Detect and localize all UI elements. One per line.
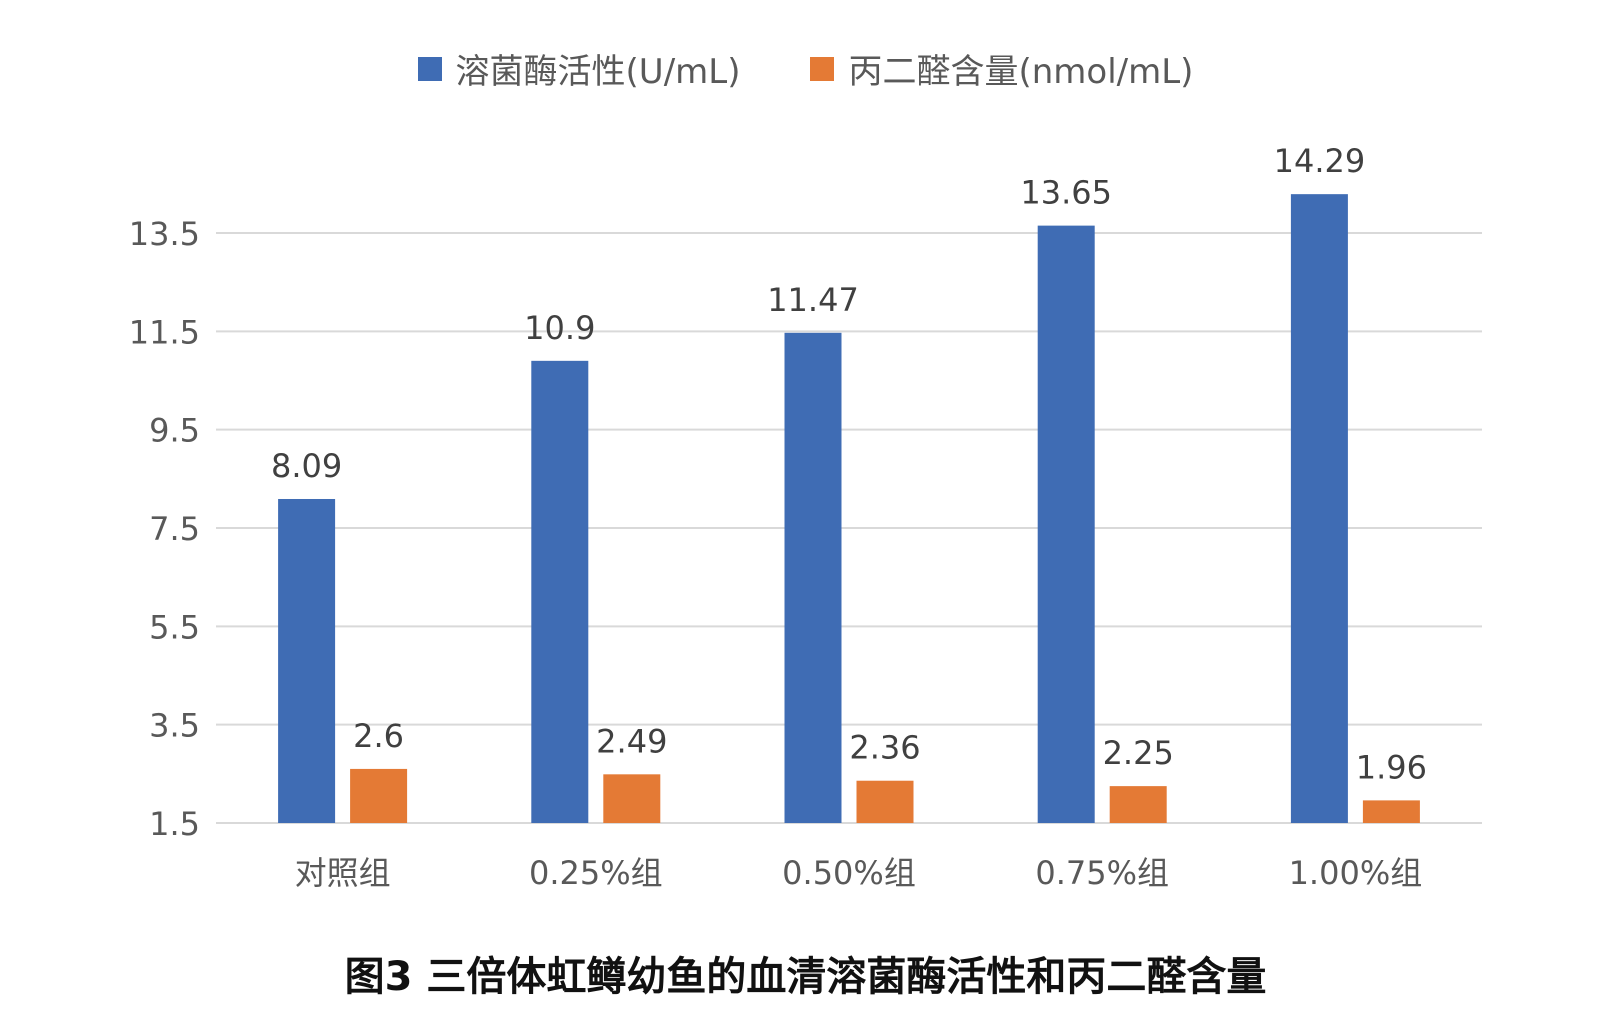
y-tick-label: 11.5	[129, 313, 200, 351]
legend-item-lysozyme: 溶菌酶活性(U/mL)	[417, 44, 741, 93]
data-label: 2.25	[1103, 734, 1174, 772]
bar-lysozyme	[784, 332, 842, 823]
y-tick-label: 3.5	[149, 707, 200, 745]
x-tick-label: 0.75%组	[1035, 854, 1169, 892]
y-tick-label: 1.5	[149, 805, 200, 843]
x-axis-ticks: 对照组 0.25%组 0.50%组 0.75%组 1.00%组	[295, 854, 1423, 892]
data-label: 2.36	[849, 729, 920, 767]
bar-lysozyme	[278, 498, 336, 823]
bar-mda	[856, 780, 914, 823]
data-label: 1.96	[1356, 748, 1427, 786]
y-tick-label: 13.5	[129, 215, 200, 253]
x-tick-label: 1.00%组	[1289, 854, 1423, 892]
data-label: 11.47	[767, 281, 859, 319]
data-label: 13.65	[1020, 174, 1112, 212]
legend-label-lysozyme: 溶菌酶活性(U/mL)	[455, 52, 741, 92]
gridlines	[216, 232, 1482, 824]
x-tick-label: 0.25%组	[529, 854, 663, 892]
data-label: 14.29	[1274, 142, 1366, 180]
figure-caption: 图3 三倍体虹鳟幼鱼的血清溶菌酶活性和丙二醛含量	[344, 954, 1267, 1000]
bar-mda	[603, 774, 661, 823]
y-tick-label: 7.5	[149, 510, 200, 548]
bars	[278, 194, 1420, 824]
y-tick-label: 5.5	[149, 608, 200, 646]
bar-lysozyme	[531, 360, 589, 823]
y-axis-ticks: 1.5 3.5 5.5 7.5 9.5 11.5 13.5	[129, 215, 200, 843]
legend: 溶菌酶活性(U/mL) 丙二醛含量(nmol/mL)	[0, 44, 1611, 93]
legend-item-mda: 丙二醛含量(nmol/mL)	[810, 44, 1193, 93]
legend-swatch-mda	[810, 56, 835, 81]
legend-swatch-lysozyme	[417, 56, 442, 81]
bar-lysozyme	[1290, 194, 1348, 824]
legend-label-mda: 丙二醛含量(nmol/mL)	[848, 52, 1194, 92]
x-tick-label: 0.50%组	[782, 854, 916, 892]
data-label: 8.09	[271, 447, 342, 485]
y-tick-label: 9.5	[149, 412, 200, 450]
bar-mda	[350, 768, 408, 823]
bar-mda	[1362, 800, 1420, 823]
bar-mda	[1109, 786, 1167, 823]
data-label: 2.6	[353, 717, 404, 755]
data-label: 10.9	[524, 309, 595, 347]
data-label: 2.49	[596, 722, 667, 760]
bar-lysozyme	[1037, 225, 1095, 823]
data-labels: 8.09 2.6 10.9 2.49 11.47 2.36 13.65 2.25 14.29 1.…	[271, 142, 1427, 786]
x-tick-label: 对照组	[295, 854, 391, 892]
